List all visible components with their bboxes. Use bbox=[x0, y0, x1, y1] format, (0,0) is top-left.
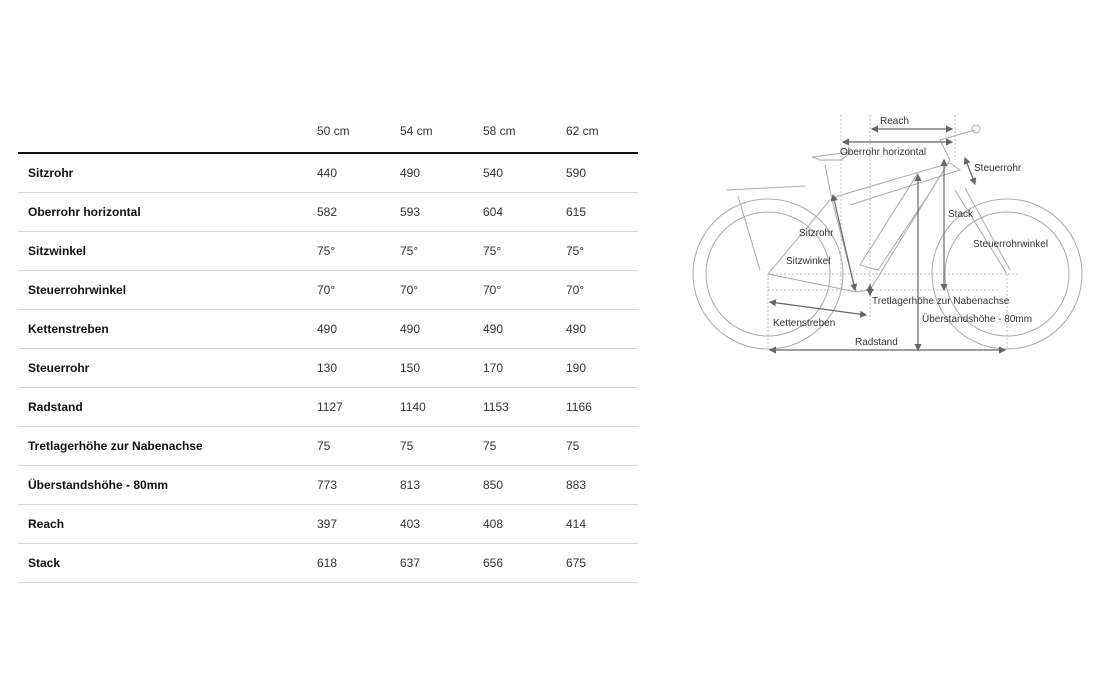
cell-value: 593 bbox=[400, 205, 421, 219]
cell-value: 590 bbox=[566, 166, 587, 180]
cell-value: 70° bbox=[317, 283, 336, 297]
label-sitzwinkel: Sitzwinkel bbox=[786, 256, 830, 267]
row-label: Steuerrohrwinkel bbox=[28, 283, 127, 297]
row-label: Tretlagerhöhe zur Nabenachse bbox=[28, 439, 203, 453]
row-label: Sitzwinkel bbox=[28, 244, 87, 258]
label-stack: Stack bbox=[948, 209, 974, 220]
cell-value: 75° bbox=[317, 244, 336, 258]
label-ueberstand: Überstandshöhe - 80mm bbox=[922, 313, 1032, 325]
row-label: Kettenstreben bbox=[28, 322, 109, 336]
cell-value: 1140 bbox=[400, 400, 426, 414]
table-row: Sitzrohr 440 490 540 590 bbox=[18, 154, 638, 193]
cell-value: 1153 bbox=[483, 400, 509, 414]
geometry-table: 50 cm 54 cm 58 cm 62 cm Sitzrohr 440 490 54… bbox=[18, 112, 638, 583]
cell-value: 403 bbox=[400, 517, 421, 531]
row-label: Sitzrohr bbox=[28, 166, 74, 180]
table-row: Steuerrohr 130 150 170 190 bbox=[18, 349, 638, 388]
cell-value: 540 bbox=[483, 166, 504, 180]
cell-value: 75° bbox=[400, 244, 419, 258]
table-row: Kettenstreben 490 490 490 490 bbox=[18, 310, 638, 349]
column-header: 50 cm bbox=[317, 124, 350, 138]
table-row: Stack 618 637 656 675 bbox=[18, 544, 638, 583]
cell-value: 75 bbox=[400, 439, 414, 453]
column-header: 58 cm bbox=[483, 124, 516, 138]
label-kettenstreben: Kettenstreben bbox=[773, 318, 835, 329]
column-header: 62 cm bbox=[566, 124, 599, 138]
row-label: Steuerrohr bbox=[28, 361, 90, 375]
table-header: 50 cm 54 cm 58 cm 62 cm bbox=[18, 112, 638, 154]
cell-value: 70° bbox=[483, 283, 502, 297]
row-label: Radstand bbox=[28, 400, 83, 414]
cell-value: 75 bbox=[566, 439, 580, 453]
cell-value: 618 bbox=[317, 556, 338, 570]
cell-value: 150 bbox=[400, 361, 421, 375]
cell-value: 490 bbox=[317, 322, 338, 336]
cell-value: 883 bbox=[566, 478, 587, 492]
cell-value: 440 bbox=[317, 166, 338, 180]
label-steuerrohr: Steuerrohr bbox=[974, 163, 1022, 174]
cell-value: 675 bbox=[566, 556, 587, 570]
cell-value: 490 bbox=[400, 322, 421, 336]
row-label: Oberrohr horizontal bbox=[28, 205, 141, 219]
cell-value: 408 bbox=[483, 517, 504, 531]
table-row: Reach 397 403 408 414 bbox=[18, 505, 638, 544]
dimension-arrows bbox=[768, 125, 1007, 354]
cell-value: 490 bbox=[483, 322, 504, 336]
cell-value: 1127 bbox=[317, 400, 343, 414]
table-row: Tretlagerhöhe zur Nabenachse 75 75 75 75 bbox=[18, 427, 638, 466]
cell-value: 70° bbox=[566, 283, 585, 297]
cell-value: 75° bbox=[483, 244, 502, 258]
cell-value: 850 bbox=[483, 478, 504, 492]
label-steuerrohrwinkel: Steuerrohrwinkel bbox=[973, 239, 1048, 250]
cell-value: 75 bbox=[317, 439, 331, 453]
row-label: Reach bbox=[28, 517, 65, 531]
cell-value: 75° bbox=[566, 244, 585, 258]
label-tretlager: Tretlagerhöhe zur Nabenachse bbox=[872, 296, 1010, 307]
cell-value: 397 bbox=[317, 517, 338, 531]
cell-value: 414 bbox=[566, 517, 587, 531]
cell-value: 70° bbox=[400, 283, 419, 297]
cell-value: 490 bbox=[566, 322, 587, 336]
table-row: Steuerrohrwinkel 70° 70° 70° 70° bbox=[18, 271, 638, 310]
cell-value: 582 bbox=[317, 205, 338, 219]
table-row: Oberrohr horizontal 582 593 604 615 bbox=[18, 193, 638, 232]
cell-value: 615 bbox=[566, 205, 587, 219]
row-label: Überstandshöhe - 80mm bbox=[28, 478, 169, 492]
table-row: Überstandshöhe - 80mm 773 813 850 883 bbox=[18, 466, 638, 505]
column-header: 54 cm bbox=[400, 124, 433, 138]
label-reach: Reach bbox=[880, 116, 909, 127]
label-oberrohr: Oberrohr horizontal bbox=[840, 147, 926, 158]
cell-value: 604 bbox=[483, 205, 504, 219]
cell-value: 773 bbox=[317, 478, 338, 492]
table-row: Radstand 1127 1140 1153 1166 bbox=[18, 388, 638, 427]
table-row: Sitzwinkel 75° 75° 75° 75° bbox=[18, 232, 638, 271]
cell-value: 813 bbox=[400, 478, 421, 492]
cell-value: 190 bbox=[566, 361, 587, 375]
cell-value: 1166 bbox=[566, 400, 592, 414]
cell-value: 75 bbox=[483, 439, 497, 453]
cell-value: 130 bbox=[317, 361, 338, 375]
label-radstand: Radstand bbox=[855, 337, 898, 348]
row-label: Stack bbox=[28, 556, 61, 570]
label-sitzrohr: Sitzrohr bbox=[799, 228, 834, 239]
cell-value: 170 bbox=[483, 361, 504, 375]
cell-value: 490 bbox=[400, 166, 421, 180]
cell-value: 637 bbox=[400, 556, 421, 570]
cell-value: 656 bbox=[483, 556, 504, 570]
